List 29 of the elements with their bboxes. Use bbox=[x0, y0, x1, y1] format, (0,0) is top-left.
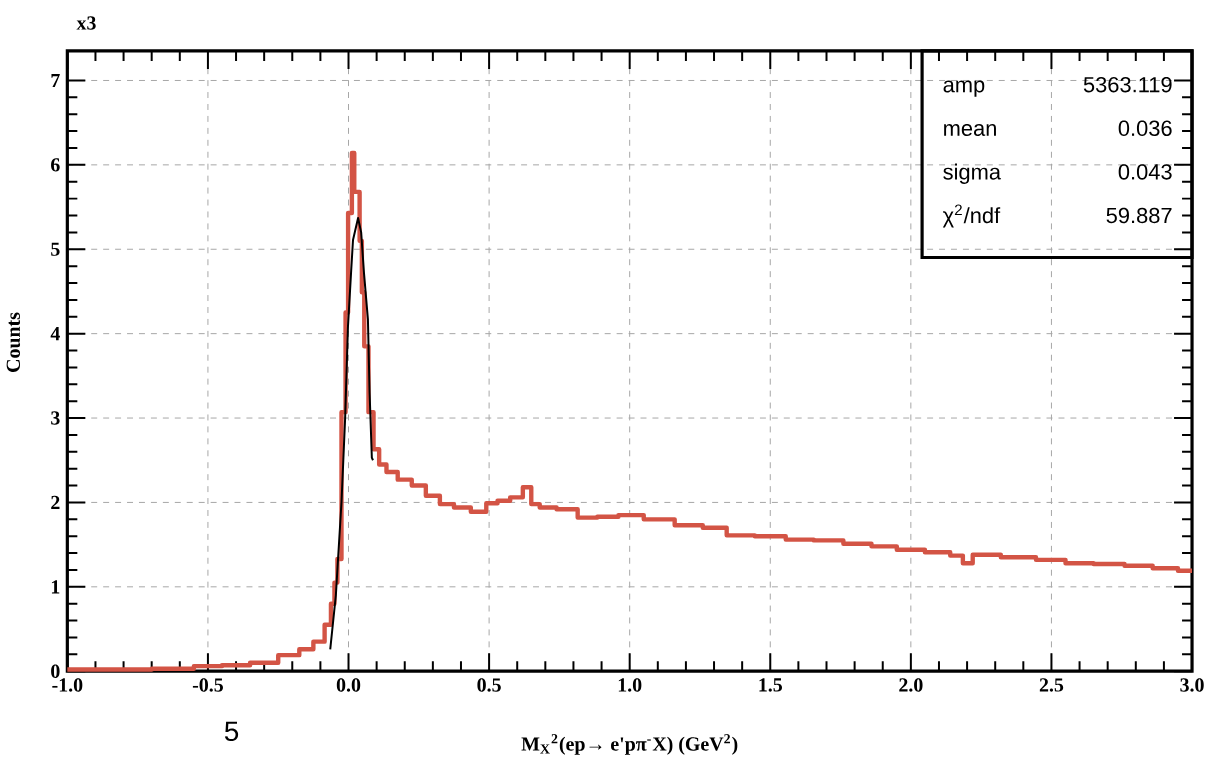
y-tick-label: 0 bbox=[51, 664, 60, 678]
y-tick-label: 4 bbox=[50, 327, 60, 341]
y-tick-label: 3 bbox=[51, 411, 60, 425]
y-tick-label: 1 bbox=[51, 580, 60, 594]
annotation: 0.036 bbox=[1118, 120, 1172, 136]
y-tick-label: 7 bbox=[51, 73, 60, 87]
y-axis-title: Counts bbox=[6, 312, 21, 372]
x-tick-label: 2.0 bbox=[899, 678, 923, 692]
y-tick-label: 2 bbox=[51, 495, 60, 509]
x-tick-label: -0.5 bbox=[192, 678, 223, 692]
x-axis-title: M$_{X}$$^{2}$(ep→ e'pπ$^{-}$X) (GeV$^{2}$) bbox=[521, 734, 738, 755]
annotation: 0.043 bbox=[1118, 164, 1172, 180]
annotation: χ$^{2}$/ndf bbox=[942, 204, 1001, 228]
annotation: mean bbox=[944, 123, 996, 136]
x-tick-label: 0.5 bbox=[477, 678, 501, 692]
annotation: sigma bbox=[943, 163, 1002, 184]
y-tick-label: 5 bbox=[51, 242, 60, 256]
x-tick-label: 1.5 bbox=[759, 678, 782, 692]
annotation: 5363.119 bbox=[1083, 76, 1172, 93]
y-tick-label: 6 bbox=[51, 158, 60, 172]
x-tick-label: -1.0 bbox=[52, 678, 83, 692]
annotation: amp bbox=[943, 80, 985, 97]
annotation: 59.887 bbox=[1106, 207, 1172, 224]
text: x3 bbox=[76, 16, 96, 30]
text: 5 bbox=[224, 721, 239, 742]
x-tick-label: 2.5 bbox=[1039, 678, 1064, 692]
x-tick-label: 0.0 bbox=[336, 678, 361, 692]
x-tick-label: 1.0 bbox=[618, 678, 642, 692]
x-tick-label: 3.0 bbox=[1180, 678, 1204, 692]
